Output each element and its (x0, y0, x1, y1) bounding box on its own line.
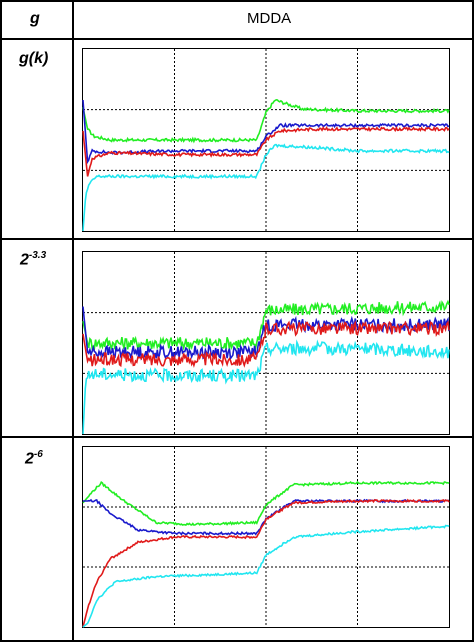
series-line-red (82, 125, 450, 177)
row-label-gk: g(k) (19, 50, 48, 68)
series-line-red (82, 498, 450, 628)
series-line-cyan (82, 339, 450, 435)
series-line-cyan (82, 143, 450, 232)
plot-2-3-3 (82, 251, 450, 435)
table-border-bottom (0, 640, 474, 642)
row-label-exponent: -6 (33, 449, 43, 460)
row-label-gk-main: g(k) (19, 50, 49, 67)
row-label-base: 2 (20, 251, 29, 269)
row-divider-1 (0, 238, 474, 240)
plot-2-6 (82, 446, 450, 628)
plot-frame (82, 251, 450, 435)
series-line-green (82, 299, 450, 352)
series-line-blue (82, 99, 450, 165)
header-g: g (30, 10, 40, 27)
series-line-red (82, 320, 450, 369)
plot-gk (82, 48, 450, 232)
row-divider-2 (0, 436, 474, 438)
table-border-right (472, 0, 474, 642)
row-divider-header (0, 38, 474, 40)
row-label-exponent: -3.3 (28, 250, 47, 261)
table-border-left (0, 0, 2, 642)
series-line-green (82, 98, 450, 144)
column-divider (72, 0, 74, 642)
row-label-2-6: 2-6 (25, 449, 43, 468)
table-border-top (0, 0, 474, 2)
row-label-2-3-3: 2-3.3 (20, 250, 46, 269)
header-mdda: MDDA (247, 10, 292, 27)
series-line-cyan (82, 524, 450, 628)
row-label-base: 2 (25, 450, 34, 468)
series-line-green (82, 480, 450, 527)
